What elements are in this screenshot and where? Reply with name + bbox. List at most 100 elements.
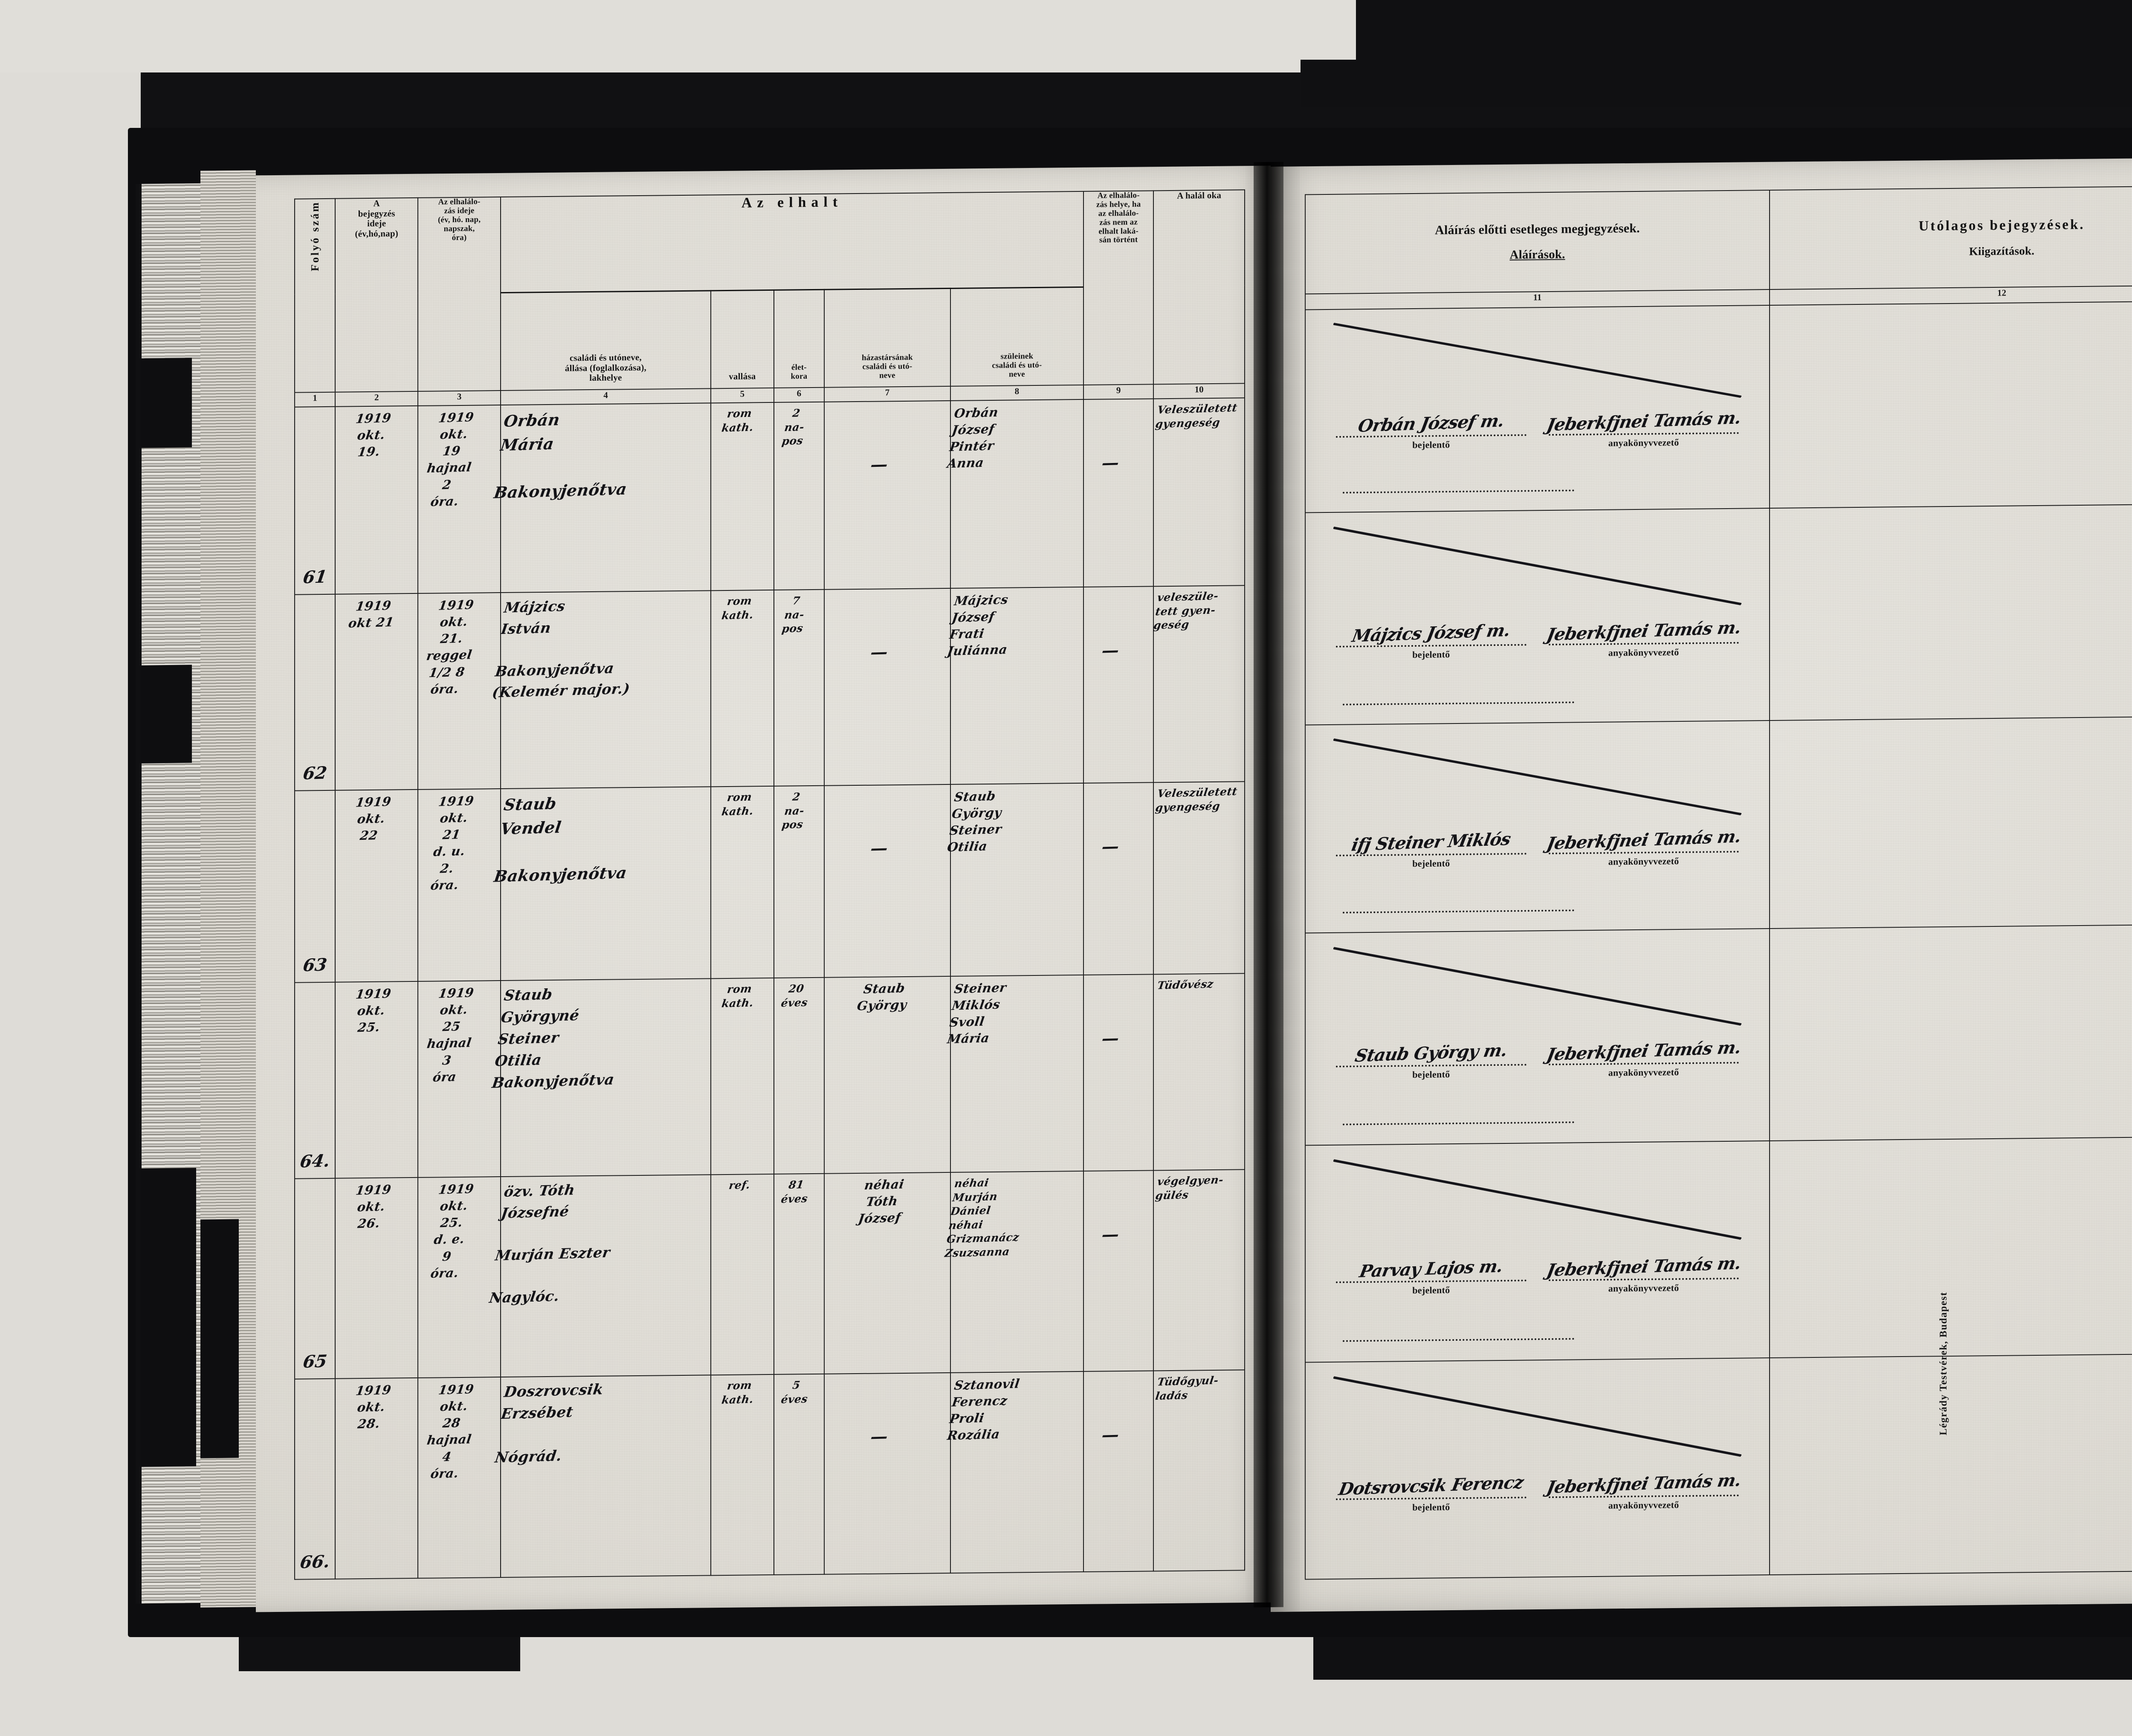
entry-deceased-name: Staub Györgyné Steiner Otilia Bakonyjenő…: [490, 986, 616, 1092]
entry-religion: rom kath.: [721, 790, 754, 818]
registrar-signature-block: Jeberkfjnei Tamás m. anyakönyvvezető: [1545, 617, 1742, 659]
signature-row[interactable]: Parvay Lajos m. bejelentő Jeberkfjnei Ta…: [1305, 1136, 2132, 1363]
backdrop-panel-top: [0, 0, 1356, 72]
registrar-signature-block: Jeberkfjnei Tamás m. anyakönyvvezető: [1545, 1253, 1743, 1294]
signature-row[interactable]: ifj Steiner Miklós bejelentő Jeberkfjnei…: [1305, 716, 2132, 933]
registrar-signature-block: Jeberkfjnei Tamás m. anyakönyvvezető: [1545, 826, 1743, 868]
signature-cell[interactable]: Dotsrovcsik Ferencz bejelentő Jeberkfjne…: [1305, 1357, 1770, 1580]
entry-age: 81 éves: [780, 1178, 809, 1206]
table-row[interactable]: 63 1919 okt. 22 1919 okt. 21 d. u. 2. ór…: [295, 781, 1245, 983]
col-header-11: Aláírás előtti esetleges megjegyzések. A…: [1305, 190, 1770, 294]
later-entries-cell[interactable]: [1770, 301, 2132, 509]
col-number-5: 5: [710, 388, 774, 403]
reporter-signature-block: ifj Steiner Miklós bejelentő: [1333, 829, 1529, 870]
strike-through-line: [1333, 734, 1741, 820]
entry-registration-date: 1919 okt. 19.: [355, 410, 392, 460]
entry-age: 2 na- pos: [781, 790, 805, 831]
entry-religion: rom kath.: [721, 1379, 754, 1406]
col-number-9: 9: [1083, 384, 1154, 399]
col-number-10: 10: [1153, 383, 1245, 399]
entry-deceased-cell: Doszrovcsik Erzsébet Nógrád.: [494, 1375, 711, 1578]
registrar-signature: Jeberkfjnei Tamás m.: [1545, 1253, 1743, 1281]
table-row[interactable]: 64. 1919 okt. 25. 1919 okt. 25 hajnal 3 …: [295, 973, 1245, 1179]
entry-deceased-cell: Orbán Mária Bakonyjenőtva: [493, 403, 711, 593]
signature-row[interactable]: Staub György m. bejelentő Jeberkfjnei Ta…: [1305, 924, 2132, 1146]
extra-dotted-line: [1342, 489, 1575, 494]
signature-row[interactable]: Dotsrovcsik Ferencz bejelentő Jeberkfjne…: [1305, 1353, 2132, 1580]
left-register-table-wrap: Folyó szám A bejegyzés ideje (év,hó,nap)…: [294, 189, 1245, 1580]
entry-spouse: —: [869, 1426, 889, 1447]
entry-sequence-cell: 63: [295, 790, 336, 983]
col-header-10: A halál oka: [1153, 190, 1245, 385]
entry-spouse: —: [869, 454, 889, 475]
reporter-caption: bejelentő: [1412, 1502, 1450, 1513]
col-header-8: szüleinek családi és utó-neve: [950, 286, 1084, 386]
col-number-3: 3: [418, 391, 501, 406]
entry-cause-cell: Veleszületett gyengeség: [1153, 398, 1245, 587]
entry-spouse: —: [869, 838, 889, 859]
signature-row[interactable]: Májzics József m. bejelentő Jeberkfjnei …: [1305, 503, 2132, 725]
col-header-6: élet-kora: [773, 289, 825, 388]
later-entries-cell[interactable]: [1770, 503, 2132, 721]
entry-death-place: —: [1100, 452, 1121, 473]
entry-age: 5 éves: [780, 1379, 809, 1406]
entry-death-datetime: 1919 okt. 25 hajnal 3 óra: [426, 985, 475, 1085]
extra-dotted-line: [1342, 909, 1575, 914]
entry-religion-cell: rom kath.: [710, 402, 774, 591]
tape-artifact-topedge: [1301, 60, 2132, 107]
entry-death-place: —: [1100, 1028, 1121, 1049]
entry-deceased-name: Doszrovcsik Erzsébet Nógrád.: [494, 1381, 605, 1467]
registrar-caption: anyakönyvvezető: [1608, 437, 1679, 448]
table-row[interactable]: 61 1919 okt. 19. 1919 okt. 19 hajnal 2 ó…: [295, 398, 1245, 595]
col-header-3-line-4: napszak,: [443, 224, 475, 234]
table-row[interactable]: 66. 1919 okt. 28. 1919 okt. 28 hajnal 4 …: [295, 1370, 1245, 1580]
reporter-signature: Staub György m.: [1353, 1040, 1509, 1066]
reporter-caption: bejelentő: [1412, 1069, 1450, 1080]
entry-spouse-cell: —: [824, 1372, 950, 1574]
strike-through-line: [1333, 942, 1741, 1030]
signature-cell[interactable]: Staub György m. bejelentő Jeberkfjnei Ta…: [1305, 928, 1770, 1146]
entry-parents-cell: Májzics József Frati Juliánna: [946, 587, 1084, 784]
table-row[interactable]: 65 1919 okt. 26. 1919 okt. 25. d. e. 9 ó…: [295, 1169, 1245, 1379]
col-header-3: Az elhalálo- zás ideje (év, hó. nap, nap…: [418, 197, 501, 391]
registrar-caption: anyakönyvvezető: [1608, 646, 1679, 658]
later-entries-cell[interactable]: [1770, 1353, 2132, 1575]
entry-cause-cell: veleszüle- tett gyen- geség: [1153, 585, 1245, 783]
extra-dotted-line: [1342, 701, 1575, 706]
entry-spouse: néhai Tóth József: [857, 1177, 905, 1226]
entry-cause-cell: végelgyen- gülés: [1153, 1169, 1245, 1371]
signature-cell[interactable]: Parvay Lajos m. bejelentő Jeberkfjnei Ta…: [1305, 1140, 1770, 1363]
entry-cause-of-death: Tüdőgyul- ladás: [1155, 1374, 1220, 1402]
entry-cause-cell: Tüdőgyul- ladás: [1153, 1370, 1245, 1571]
signature-cell[interactable]: Májzics József m. bejelentő Jeberkfjnei …: [1305, 508, 1770, 725]
entry-place-cell: —: [1083, 586, 1154, 783]
entry-age-cell: 5 éves: [773, 1374, 825, 1575]
signature-cell[interactable]: ifj Steiner Miklós bejelentő Jeberkfjnei…: [1305, 720, 1770, 933]
registrar-signature: Jeberkfjnei Tamás m.: [1545, 826, 1743, 854]
page-tab-marker-4: [200, 1219, 239, 1458]
entry-parents-cell: Sztanovil Ferencz Proli Rozália: [946, 1371, 1084, 1573]
printer-imprint: Légrády Testvérek, Budapest: [1938, 1291, 1949, 1435]
entry-age: 7 na- pos: [781, 594, 805, 635]
col-header-9-line-6: sán történt: [1099, 235, 1138, 245]
signature-row[interactable]: Orbán József m. bejelentő Jeberkfjnei Ta…: [1305, 301, 2132, 513]
table-row[interactable]: 62 1919 okt 21 1919 okt. 21. reggel 1/2 …: [295, 585, 1245, 791]
later-entries-cell[interactable]: [1770, 924, 2132, 1141]
later-entries-cell[interactable]: [1770, 716, 2132, 929]
entry-religion: ref.: [728, 1178, 751, 1192]
entry-death-datetime: 1919 okt. 21 d. u. 2. óra.: [429, 793, 475, 893]
page-tab-marker-1: [141, 358, 192, 448]
entry-spouse-cell: Staub György: [824, 976, 950, 1174]
entry-cause-cell: Tüdővész: [1153, 973, 1245, 1171]
col-header-12-title: Utólagos bejegyzések.: [1918, 217, 2085, 234]
entry-registration-date: 1919 okt. 28.: [355, 1382, 392, 1432]
later-entries-cell[interactable]: [1770, 1136, 2132, 1358]
entry-place-cell: —: [1083, 782, 1154, 975]
entry-parents-cell: Staub György Steiner Otilia: [946, 783, 1084, 976]
entry-place-cell: —: [1083, 1371, 1154, 1572]
entry-deceased-name: özv. Tóth Józsefné Murján Eszter Nagylóc…: [488, 1181, 611, 1306]
entry-death-datetime: 1919 okt. 19 hajnal 2 óra.: [426, 410, 475, 509]
entry-parents: Sztanovil Ferencz Proli Rozália: [946, 1376, 1021, 1443]
signature-cell[interactable]: Orbán József m. bejelentő Jeberkfjnei Ta…: [1305, 305, 1770, 513]
